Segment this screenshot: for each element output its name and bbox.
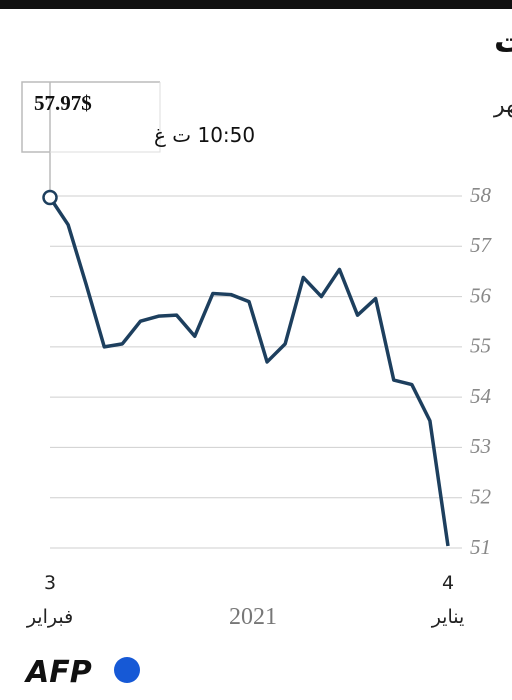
y-tick-label: 58	[470, 183, 492, 207]
time-label: 10:50 ت غ	[154, 123, 255, 147]
x-tick-label: 4 يناير	[431, 572, 465, 628]
point-marker	[42, 189, 58, 206]
y-tick-label: 54	[470, 384, 492, 408]
y-tick-label: 55	[470, 334, 491, 358]
callout-box	[21, 81, 160, 153]
top-bar	[0, 0, 512, 9]
y-tick-label: 51	[470, 535, 491, 559]
y-tick-label: 56	[470, 283, 492, 307]
y-tick-label: 53	[470, 434, 491, 458]
year-label: 2021	[229, 604, 277, 630]
source-logo: AFP	[24, 655, 92, 690]
value-label: 57.97$	[34, 91, 92, 115]
chart-title: سعر برميل نفط برنت	[494, 22, 512, 60]
y-tick-label: 57	[470, 233, 493, 257]
callout-box-side	[50, 82, 161, 153]
logo-dot	[114, 657, 140, 683]
price-line	[48, 196, 450, 547]
y-tick-label: 52	[470, 485, 492, 509]
chart-subtitle: على مدى شهر	[493, 93, 512, 118]
x-tick-label: 3 فبراير	[26, 572, 74, 628]
